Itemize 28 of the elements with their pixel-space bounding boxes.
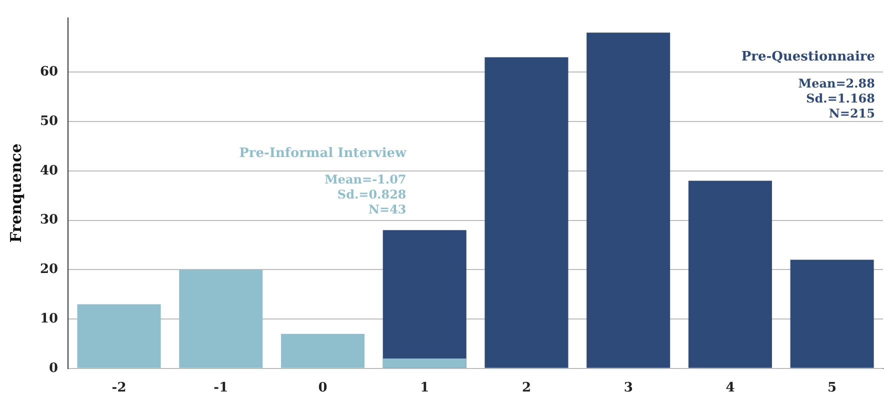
x-tick-label: 2 xyxy=(522,380,531,396)
bar xyxy=(688,180,772,368)
text: Pre-Questionnaire xyxy=(741,50,875,65)
x-tick-label: 1 xyxy=(420,380,430,396)
bar xyxy=(382,358,466,368)
y-tick-label: 20 xyxy=(40,262,58,278)
bar xyxy=(790,260,874,368)
bar xyxy=(77,304,161,368)
y-tick-label: 30 xyxy=(40,212,58,228)
bar xyxy=(280,334,365,368)
bar xyxy=(586,32,670,368)
bar xyxy=(179,270,263,368)
y-tick-label: 50 xyxy=(40,114,58,129)
y-tick-label: 60 xyxy=(40,64,58,80)
x-tick-label: -2 xyxy=(112,380,126,396)
x-tick-label: -1 xyxy=(214,380,228,396)
annotation: Mean=-1.07 Sd.=0.828 N=43 xyxy=(324,172,406,217)
annotation: Mean=2.88 Sd.=1.168 N=215 xyxy=(798,76,875,120)
text: Pre-Informal Interview xyxy=(239,146,408,161)
y-tick-label: 10 xyxy=(40,311,58,326)
y-axis-title: Frenquence xyxy=(6,143,25,243)
bar xyxy=(484,57,568,368)
x-tick-label: 4 xyxy=(726,380,735,396)
x-tick-label: 5 xyxy=(828,380,837,396)
y-tick-label: 40 xyxy=(40,163,58,178)
y-tick-label: 0 xyxy=(49,360,58,376)
x-tick-label: 0 xyxy=(318,380,328,396)
x-tick-label: 3 xyxy=(624,380,633,396)
